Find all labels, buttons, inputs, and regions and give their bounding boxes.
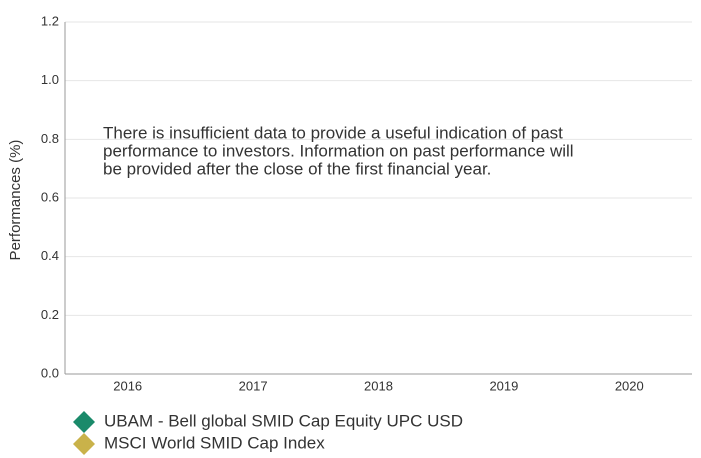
y-tick-label: 1.0	[41, 72, 59, 87]
x-tick-label: 2020	[615, 378, 644, 393]
y-tick-label: 0.0	[41, 365, 59, 380]
y-tick-label: 0.6	[41, 189, 59, 204]
y-tick-label: 0.4	[41, 248, 59, 263]
y-axis-label: Performances (%)	[7, 140, 24, 261]
x-tick-label: 2018	[364, 378, 393, 393]
annotation: be provided after the close of the first…	[103, 159, 491, 178]
annotation: There is insufficient data to provide a …	[103, 123, 563, 142]
legend-label: MSCI World SMID Cap Index	[104, 433, 325, 452]
y-tick-label: 1.2	[41, 13, 59, 28]
annotation: performance to investors. Information on…	[103, 141, 574, 160]
legend-label: UBAM - Bell global SMID Cap Equity UPC U…	[104, 411, 463, 430]
legend-marker	[73, 411, 95, 433]
x-tick-label: 2016	[113, 378, 142, 393]
y-tick-label: 0.2	[41, 307, 59, 322]
x-tick-label: 2017	[239, 378, 268, 393]
y-tick-label: 0.8	[41, 131, 59, 146]
x-tick-label: 2019	[489, 378, 518, 393]
legend-marker	[73, 433, 95, 455]
